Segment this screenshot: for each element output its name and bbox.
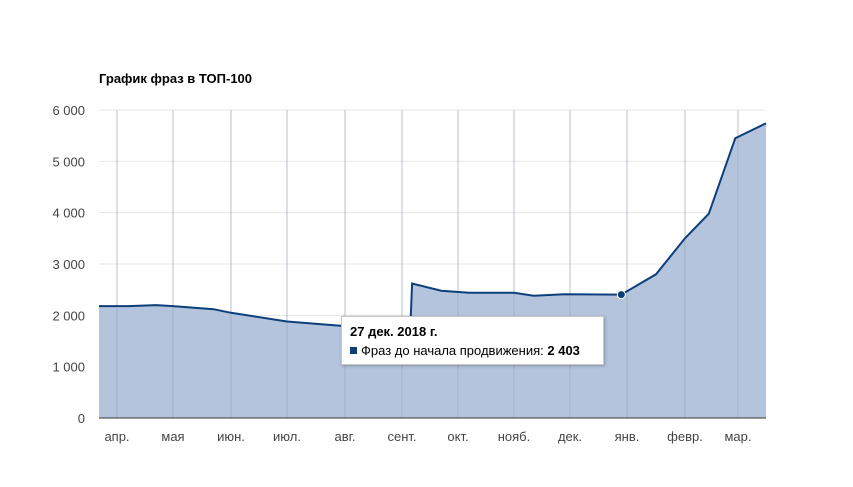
chart-title: График фраз в ТОП-100 bbox=[99, 71, 253, 86]
tooltip: 27 дек. 2018 г. Фраз до начала продвижен… bbox=[341, 316, 604, 365]
y-tick-label: 5 000 bbox=[52, 154, 85, 169]
y-tick-label: 1 000 bbox=[52, 360, 85, 375]
series-swatch bbox=[350, 347, 357, 354]
tooltip-value: 2 403 bbox=[547, 343, 580, 358]
x-tick-label: мар. bbox=[724, 429, 751, 444]
x-tick-label: нояб. bbox=[498, 429, 531, 444]
x-tick-label: апр. bbox=[104, 429, 129, 444]
marker-layer bbox=[616, 290, 626, 300]
x-tick-label: окт. bbox=[447, 429, 468, 444]
axis-layer: 0 1 000 2 000 3 000 4 000 5 000 6 000 апр. мая ию… bbox=[52, 103, 751, 444]
x-tick-label: янв. bbox=[615, 429, 640, 444]
y-tick-label: 3 000 bbox=[52, 257, 85, 272]
series-line bbox=[99, 122, 767, 328]
highlighted-point bbox=[616, 290, 626, 300]
x-tick-label: июн. bbox=[217, 429, 245, 444]
y-tick-label: 6 000 bbox=[52, 103, 85, 118]
x-tick-label: сент. bbox=[387, 429, 416, 444]
x-tick-label: авг. bbox=[335, 429, 356, 444]
x-tick-label: дек. bbox=[558, 429, 582, 444]
series-area bbox=[99, 123, 766, 419]
x-tick-label: июл. bbox=[273, 429, 301, 444]
tooltip-date: 27 дек. 2018 г. bbox=[350, 324, 438, 339]
tooltip-series-label: Фраз до начала продвижения: bbox=[361, 343, 544, 358]
tooltip-row: Фраз до начала продвижения: 2 403 bbox=[350, 343, 595, 358]
x-tick-label: мая bbox=[161, 429, 184, 444]
x-tick-label: февр. bbox=[667, 429, 703, 444]
y-tick-label: 4 000 bbox=[52, 206, 85, 221]
y-tick-label: 0 bbox=[78, 411, 85, 426]
y-tick-label: 2 000 bbox=[52, 308, 85, 323]
